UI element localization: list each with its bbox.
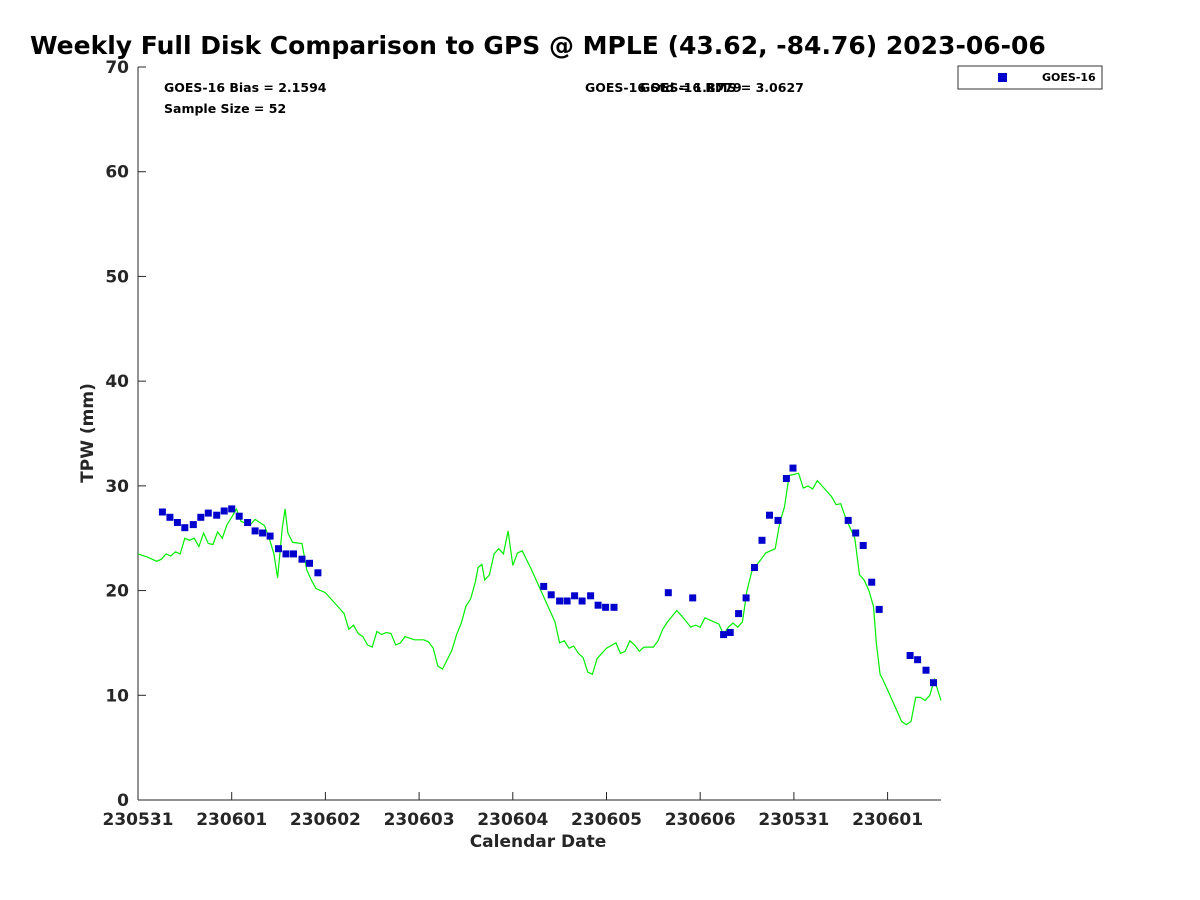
- gps-series: [137, 472, 942, 726]
- legend-label-goes-16: GOES-16: [1042, 71, 1096, 84]
- goes-16-point: [735, 610, 743, 618]
- goes-16-point: [914, 656, 922, 664]
- legend-box: [957, 65, 1103, 90]
- goes-16-point: [751, 564, 758, 571]
- goes-16-point: [726, 629, 734, 636]
- y-tick-label: 0: [117, 791, 129, 811]
- goes-16-point: [844, 516, 852, 524]
- goes-16-point: [571, 592, 579, 600]
- x-tick-label: 230602: [290, 810, 361, 830]
- goes-16-point: [758, 536, 766, 544]
- goes-16-point: [290, 550, 297, 558]
- y-tick-label: 60: [105, 163, 129, 183]
- y-axis-label: TPW (mm): [78, 383, 98, 483]
- goes-16-point: [306, 559, 313, 567]
- goes-16-point: [540, 582, 548, 590]
- goes-16-point: [930, 679, 937, 687]
- goes-16-point: [906, 652, 914, 659]
- x-axis: 230531 230601 230602 230603 230604 230605 2306…: [103, 792, 923, 830]
- goes-16-point: [158, 508, 166, 516]
- goes-16-point: [266, 532, 274, 540]
- goes-16-point: [587, 592, 595, 600]
- chart-title: Weekly Full Disk Comparison to GPS @ MPL…: [30, 31, 1046, 60]
- y-tick-label: 50: [105, 267, 129, 287]
- goes-16-point: [578, 597, 586, 605]
- goes-16-point: [189, 521, 197, 529]
- goes-16-point: [259, 529, 267, 537]
- rms-annotation: GOES-16 RMS = 3.0627: [640, 80, 804, 95]
- y-tick-label: 70: [105, 58, 129, 78]
- goes-16-point: [774, 516, 782, 524]
- goes-16-point: [220, 507, 228, 515]
- x-tick-label: 230605: [571, 810, 642, 830]
- goes-16-series: [158, 464, 937, 687]
- goes-16-point: [789, 464, 797, 472]
- x-tick-label: 230606: [665, 810, 736, 830]
- x-tick-label: 230601: [196, 810, 267, 830]
- goes-16-point: [602, 603, 610, 611]
- plot-area: [137, 67, 941, 801]
- x-tick-label: 230604: [477, 810, 548, 830]
- x-tick-label: 230531: [103, 810, 174, 830]
- y-tick-label: 10: [105, 686, 129, 706]
- y-tick-label: 40: [105, 372, 129, 392]
- goes-16-point: [314, 569, 322, 577]
- legend-marker-goes-16: [998, 73, 1007, 82]
- goes-16-point: [166, 513, 174, 521]
- bias-annotation: GOES-16 Bias = 2.1594: [164, 80, 327, 95]
- goes-16-point: [689, 594, 697, 602]
- goes-16-point: [720, 631, 728, 639]
- goes-16-point: [782, 475, 790, 482]
- goes-16-point: [875, 605, 883, 613]
- goes-16-point: [282, 550, 290, 558]
- legend: GOES-16: [957, 65, 1103, 90]
- goes-16-point: [547, 591, 555, 599]
- goes-16-point: [173, 519, 181, 526]
- goes-16-point: [228, 505, 236, 513]
- gps-line: [137, 472, 942, 726]
- goes-16-point: [563, 597, 571, 605]
- goes-16-point: [594, 601, 602, 609]
- y-axis: 0 10 20 30 40 50 60 70: [105, 58, 146, 811]
- goes-16-point: [664, 589, 672, 597]
- x-axis-label: Calendar Date: [470, 832, 607, 852]
- goes-16-point: [766, 511, 773, 519]
- y-tick-label: 30: [105, 477, 129, 497]
- goes-16-point: [556, 597, 564, 605]
- goes-16-point: [197, 513, 205, 521]
- goes-16-point: [922, 666, 930, 674]
- goes-16-point: [181, 524, 189, 532]
- y-tick-label: 20: [105, 582, 129, 602]
- x-tick-label: 230601: [852, 810, 923, 830]
- goes-16-point: [235, 512, 243, 520]
- goes-16-point: [213, 511, 221, 519]
- goes-16-point: [852, 529, 860, 537]
- goes-16-point: [244, 519, 252, 526]
- x-tick-label: 230531: [758, 810, 829, 830]
- goes-16-point: [610, 603, 618, 611]
- goes-16-point: [868, 578, 876, 586]
- goes-16-point: [298, 555, 306, 563]
- x-tick-label: 230603: [384, 810, 455, 830]
- goes-16-point: [859, 542, 867, 549]
- goes-16-point: [204, 509, 212, 517]
- goes-16-point: [742, 594, 750, 602]
- goes-16-point: [275, 545, 282, 553]
- std-annotation: GOES-16 Std = 1.8779: [585, 80, 742, 95]
- goes-16-point: [251, 527, 259, 535]
- sample-size-annotation: Sample Size = 52: [164, 101, 286, 116]
